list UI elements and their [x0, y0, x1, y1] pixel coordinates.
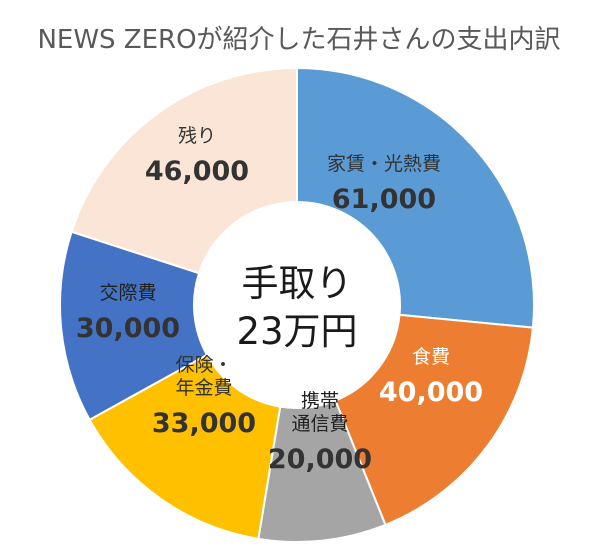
slice-value-3: 20,000	[268, 444, 372, 475]
slice-label-1: 家賃・光熱費	[327, 153, 441, 175]
slice-value-2: 40,000	[379, 377, 483, 408]
slice-value-5: 30,000	[76, 313, 180, 344]
slice-label-4-line-1: 保険・	[175, 354, 232, 376]
chart-title: NEWS ZEROが紹介した石井さんの支出内訳	[37, 25, 560, 55]
center-hole	[194, 202, 400, 408]
center-label-line-2: 23万円	[236, 310, 357, 353]
slices-layer	[59, 66, 535, 543]
slice-value-4: 33,000	[152, 408, 256, 439]
slice-label-5: 交際費	[99, 282, 156, 304]
slice-label-3-line-1: 携帯	[301, 390, 339, 412]
center-label-line-1: 手取り	[242, 262, 353, 305]
slice-value-1: 61,000	[332, 184, 436, 215]
slice-label-3-line-2: 通信費	[291, 413, 348, 435]
slice-label-6: 残り	[178, 125, 216, 147]
slice-label-2: 食費	[412, 346, 450, 368]
slice-label-4-line-2: 年金費	[175, 377, 232, 399]
slice-value-6: 46,000	[145, 156, 249, 187]
